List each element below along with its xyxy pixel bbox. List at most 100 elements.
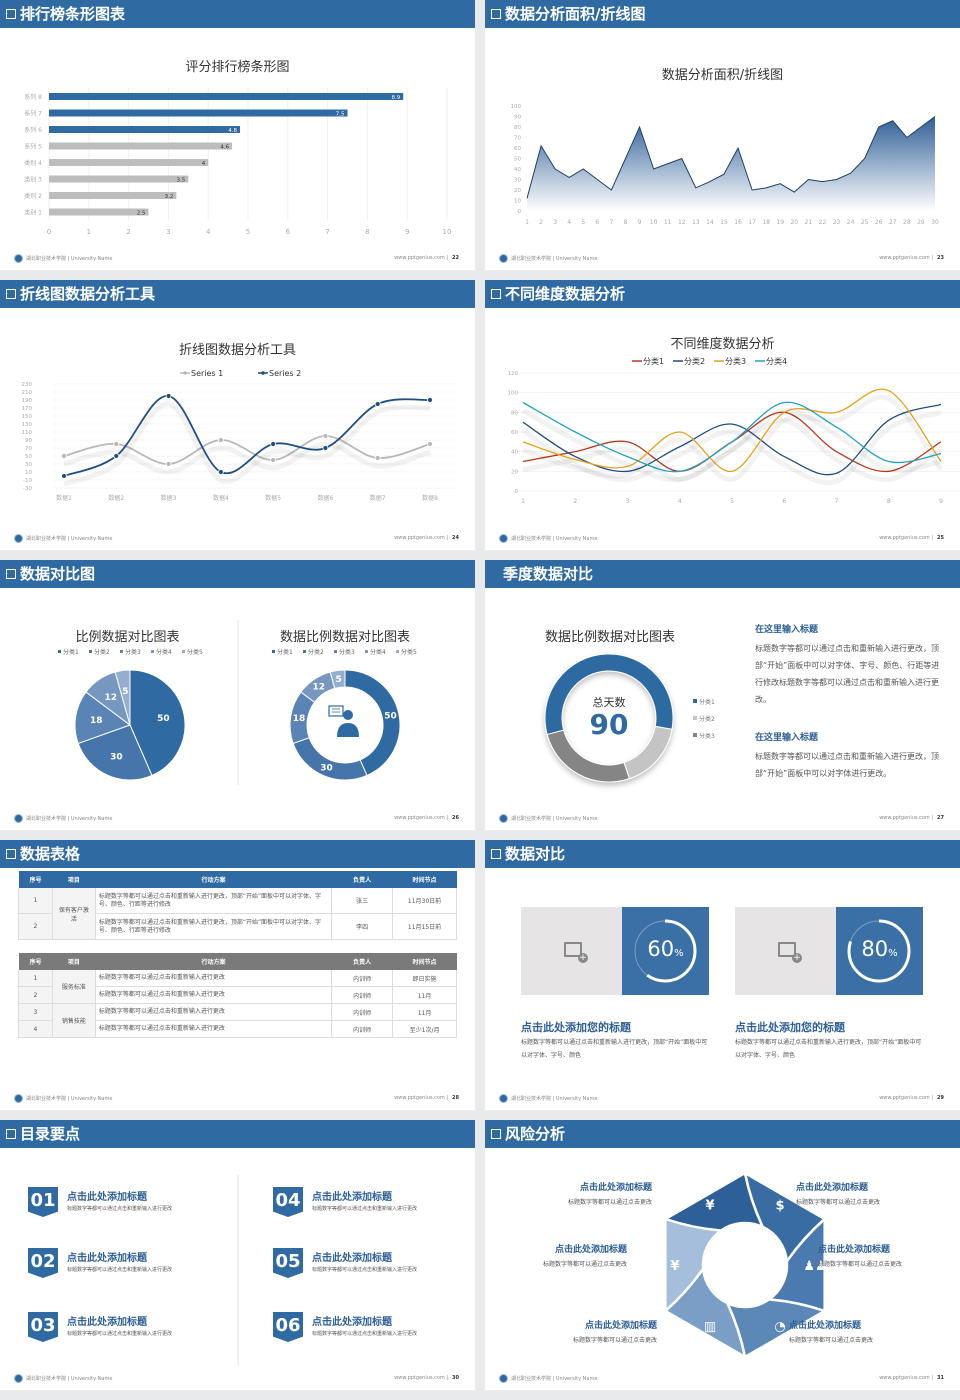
toc-title[interactable]: 点击此处添加标题	[67, 1253, 147, 1264]
x-tick-label: 1	[521, 498, 525, 505]
legend-label: 分类5	[401, 648, 417, 656]
x-tick-label: 16	[734, 219, 742, 226]
cell-action: 标题数字等都可以通过点击和重新输入进行更改	[94, 986, 333, 1004]
slide-panel: 排行榜条形图表 湖北职业技术学院 | University Name www.ppt…	[0, 0, 475, 270]
school-name: 湖北职业技术学院 | University Name	[511, 1096, 598, 1102]
x-tick-label: 2	[126, 228, 130, 236]
risk-title[interactable]: 点击此处添加标题	[584, 1321, 657, 1331]
column-header: 负责人	[331, 870, 393, 888]
university-logo-icon	[499, 1094, 508, 1103]
progress-ring	[847, 919, 911, 983]
x-tick-label: 26	[875, 219, 883, 226]
data-label: 4	[202, 161, 206, 167]
data-label: 3.2	[165, 194, 174, 200]
toc-title[interactable]: 点击此处添加标题	[67, 1317, 147, 1328]
cell-item: 服务标准	[51, 969, 96, 1004]
risk-title[interactable]: 点击此处添加标题	[789, 1321, 862, 1331]
x-tick-label: 1	[87, 228, 91, 236]
legend-label: 分类3	[699, 732, 715, 740]
category-label: 类别 3	[24, 176, 42, 184]
series-shadow	[63, 401, 431, 487]
page-number: 22	[452, 255, 459, 261]
progress-card: 80%	[836, 907, 923, 995]
table-row: 2 标题数字等都可以通过点击和重新输入进行更改，顶部“开始”面板中可以对字体、字号…	[18, 913, 457, 940]
slide-header: 目录要点	[0, 1120, 475, 1148]
image-placeholder[interactable]	[735, 907, 836, 995]
data-point	[113, 441, 120, 447]
chart-svg: ¥ $ ♟♟ ◔ ▥ ¥	[664, 1171, 827, 1359]
area-fill	[527, 116, 935, 211]
data-point	[270, 457, 277, 463]
y-tick-label: 20	[514, 188, 521, 194]
toc-title[interactable]: 点击此处添加标题	[67, 1192, 147, 1203]
risk-title[interactable]: 点击此处添加标题	[818, 1245, 891, 1255]
data-point	[374, 455, 381, 461]
footer-school: 湖北职业技术学院 | University Name	[14, 814, 112, 823]
data-point	[270, 441, 277, 447]
data-point	[61, 453, 67, 459]
risk-title[interactable]: 点击此处添加标题	[579, 1183, 652, 1193]
y-tick-label: 230	[22, 382, 33, 388]
x-tick-label: 5	[581, 219, 585, 226]
area-line	[526, 116, 936, 199]
toc-title[interactable]: 点击此处添加标题	[312, 1253, 392, 1264]
university-logo-icon	[14, 1374, 23, 1383]
x-tick-label: 4	[678, 498, 682, 505]
site-url: www.pptgenius.com	[394, 255, 445, 261]
y-tick-label: 70	[25, 446, 32, 452]
university-logo-icon	[499, 534, 508, 543]
legend-marker	[183, 371, 187, 375]
slice-label: 5	[336, 675, 342, 685]
footer-site: www.pptgenius.com | 28	[394, 1095, 459, 1101]
number-badge: 04	[273, 1187, 303, 1217]
y-tick-label: 30	[514, 178, 521, 184]
series-shadow	[521, 410, 942, 486]
cell-index: 2	[18, 986, 53, 1004]
slide-panel: 风险分析 湖北职业技术学院 | University Name www.pptgen…	[485, 1120, 960, 1390]
site-url: www.pptgenius.com	[394, 1095, 445, 1101]
slide-panel: 数据表格 湖北职业技术学院 | University Name www.pptgen…	[0, 840, 475, 1110]
footer-school: 湖北职业技术学院 | University Name	[499, 254, 597, 263]
slide-panel: 目录要点 湖北职业技术学院 | University Name www.pptgen…	[0, 1120, 475, 1390]
x-tick-label: 数据8	[422, 494, 438, 502]
y-tick-label: 40	[511, 450, 518, 456]
slide-title: 目录要点	[20, 1125, 81, 1143]
column-header: 序号	[18, 870, 53, 888]
risk-text: 标题数字等都可以通过点击更改	[818, 1261, 903, 1268]
legend-label: 分类2	[94, 648, 110, 656]
slide-header: 折线图数据分析工具	[0, 280, 475, 308]
data-point	[61, 473, 67, 479]
block-text: 标题数字等都可以通过点击和重新输入进行更改，顶部“开始”面板中可以对字体、字号、…	[755, 644, 940, 704]
legend-swatch	[396, 650, 399, 653]
cell-owner: 内训师	[331, 1003, 394, 1021]
pie-slice	[77, 724, 153, 781]
risk-title[interactable]: 点击此处添加标题	[796, 1183, 869, 1193]
bar	[49, 93, 404, 100]
x-tick-label: 10	[443, 228, 452, 236]
university-logo-icon	[14, 534, 23, 543]
slice-label: 5	[122, 687, 128, 697]
block-title: 在这里输入标题	[755, 733, 819, 743]
footer-site: www.pptgenius.com | 22	[394, 255, 459, 261]
school-name: 湖北职业技术学院 | University Name	[511, 256, 598, 262]
slice-label: 30	[110, 752, 123, 762]
legend-swatch	[303, 650, 306, 653]
image-placeholder[interactable]	[521, 907, 622, 995]
legend-swatch	[120, 650, 123, 653]
data-point	[322, 433, 329, 439]
data-label: 4.6	[220, 145, 229, 151]
category-label: 类别 4	[24, 159, 42, 167]
checkbox-icon	[6, 289, 16, 299]
toc-title[interactable]: 点击此处添加标题	[312, 1192, 392, 1203]
school-name: 湖北职业技术学院 | University Name	[511, 1376, 598, 1382]
column-header: 项目	[52, 952, 96, 970]
slide-title: 风险分析	[505, 1125, 566, 1143]
school-name: 湖北职业技术学院 | University Name	[26, 256, 113, 262]
chart-svg: 0 20 40 60 80 100 120 1 2 3 4 5 6 7 8 9 分类1 分类2 分类3 分类4	[508, 356, 960, 505]
data-label: 2.5	[137, 211, 146, 217]
column-header: 序号	[18, 952, 53, 970]
x-tick-label: 9	[405, 228, 409, 236]
toc-title[interactable]: 点击此处添加标题	[312, 1317, 392, 1328]
risk-title[interactable]: 点击此处添加标题	[554, 1245, 627, 1255]
